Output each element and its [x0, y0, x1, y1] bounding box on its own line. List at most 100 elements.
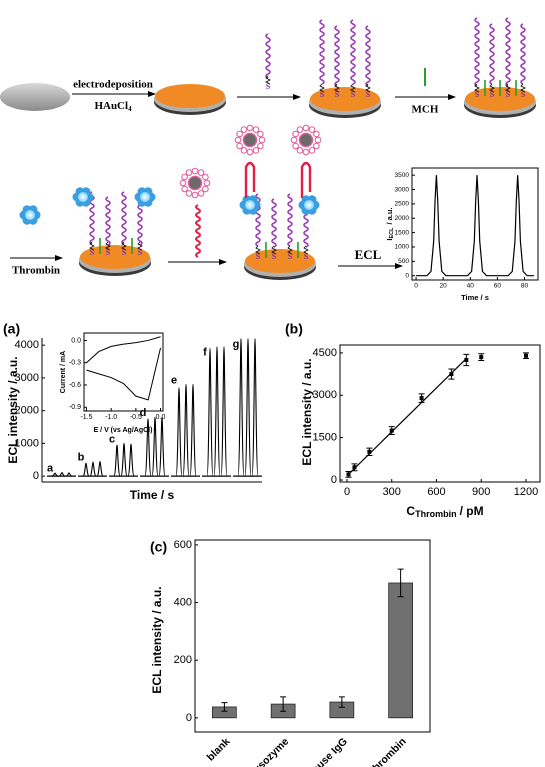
x-tick-label: 900 — [472, 486, 490, 498]
ecl-peak — [144, 418, 152, 477]
data-point — [523, 353, 528, 358]
ecl-trace — [416, 175, 534, 277]
ru-label — [314, 136, 322, 144]
thiol-label: S — [490, 90, 495, 99]
data-point — [419, 396, 424, 401]
nanoparticle — [298, 132, 314, 148]
step-label: electrodeposition — [73, 79, 153, 91]
scheme: electrodeposition HAuCl4 MCH Thrombin EC… — [0, 17, 536, 280]
linker — [520, 83, 526, 93]
y-tick-label: 1500 — [395, 229, 410, 236]
step-label: HAuCl4 — [94, 100, 132, 113]
dna-strand — [365, 25, 371, 87]
thiol-label: S — [335, 90, 340, 99]
ru-label — [197, 190, 205, 197]
ru-label — [246, 124, 254, 132]
thrombin-core — [140, 192, 150, 202]
x-tick-label: 80 — [521, 283, 529, 290]
y-tick-label: 1500 — [313, 432, 337, 444]
ru-label — [292, 142, 299, 150]
group-label: b — [78, 451, 85, 463]
y-label-unit: / a.u. — [385, 207, 394, 224]
dna-strand — [195, 204, 201, 258]
data-point — [389, 428, 394, 433]
ru-label — [258, 136, 266, 144]
ecl-peak — [51, 472, 59, 477]
ru-label — [179, 179, 187, 187]
x-axis-label: CThrombin / pM — [406, 504, 483, 519]
bar — [388, 582, 413, 719]
ru-label — [313, 130, 320, 138]
ru-label — [252, 126, 260, 133]
signal-probe — [300, 161, 312, 198]
dna-strand — [350, 19, 356, 85]
thiol-label: S — [106, 248, 111, 257]
thiol-label: S — [90, 248, 95, 257]
ru-label — [185, 190, 193, 197]
step-label: ECL — [355, 247, 382, 262]
y-tick-label: 0.0 — [71, 337, 81, 344]
ecl-peak — [206, 347, 214, 477]
y-tick-label: 2000 — [395, 215, 410, 222]
panel-label: (b) — [285, 321, 303, 337]
inset-x-label: E / V (vs Ag/AgCl) — [94, 427, 153, 434]
ecl-peak — [158, 416, 166, 477]
x-tick-label: -1.0 — [105, 414, 117, 421]
ru-label — [292, 130, 299, 138]
nanoparticle — [242, 132, 258, 148]
ru-label — [302, 148, 310, 156]
y-tick-label: 3000 — [395, 186, 410, 193]
linker — [365, 83, 371, 93]
ecl-peak — [120, 442, 128, 477]
linker — [137, 241, 143, 251]
cv-curve — [86, 347, 162, 401]
linker — [287, 245, 293, 255]
ecl-peak — [89, 461, 97, 477]
x-label-sub: Thrombin — [415, 509, 457, 519]
inset-y-label: Current / mA — [60, 351, 67, 393]
ru-label — [181, 185, 188, 193]
group-label: a — [47, 462, 54, 474]
panel-label: (a) — [3, 321, 20, 337]
dna-strand — [287, 193, 293, 247]
gold-layer — [155, 84, 225, 108]
y-axis-label: ECL intensity / a.u. — [6, 356, 20, 463]
y-tick-label: 1000 — [395, 244, 410, 251]
y-tick-label: 4000 — [15, 339, 39, 351]
x-tick-label: 0 — [414, 283, 418, 290]
y-tick-label: 3000 — [15, 372, 39, 384]
ru-label — [236, 130, 243, 138]
dna-strand — [271, 198, 277, 248]
electrode — [0, 83, 70, 111]
y-tick-label: 400 — [174, 596, 192, 608]
y-tick-label: -0.9 — [69, 404, 81, 411]
x-tick-label: 60 — [494, 283, 502, 290]
ru-label — [308, 147, 316, 154]
ru-label — [302, 124, 310, 132]
error-bar — [338, 696, 345, 708]
y-tick-label: 0 — [405, 272, 409, 279]
thiol-label: S — [256, 252, 261, 261]
x-tick-label: 300 — [383, 486, 401, 498]
error-bar — [397, 568, 404, 598]
linker — [334, 83, 340, 93]
step-label: MCH — [412, 104, 439, 116]
thiol-label: S — [272, 252, 277, 261]
thrombin-core — [304, 200, 314, 210]
x-tick-label: 1200 — [514, 486, 538, 498]
ecl-peak — [189, 383, 197, 477]
linker — [303, 245, 309, 255]
linker — [105, 241, 111, 251]
ru-label — [240, 147, 248, 154]
x-tick-label: thrombin — [368, 736, 409, 767]
y-tick-label: 0 — [186, 712, 192, 724]
ecl-peak — [213, 346, 221, 477]
y-tick-label: 0 — [331, 474, 337, 486]
ecl-peak — [175, 387, 183, 477]
x-tick-label: 20 — [440, 283, 448, 290]
thrombin-core — [245, 200, 255, 210]
y-tick-label: 2000 — [15, 405, 39, 417]
signal-probe — [244, 161, 256, 198]
x-tick-label: mouse IgG — [303, 736, 350, 767]
